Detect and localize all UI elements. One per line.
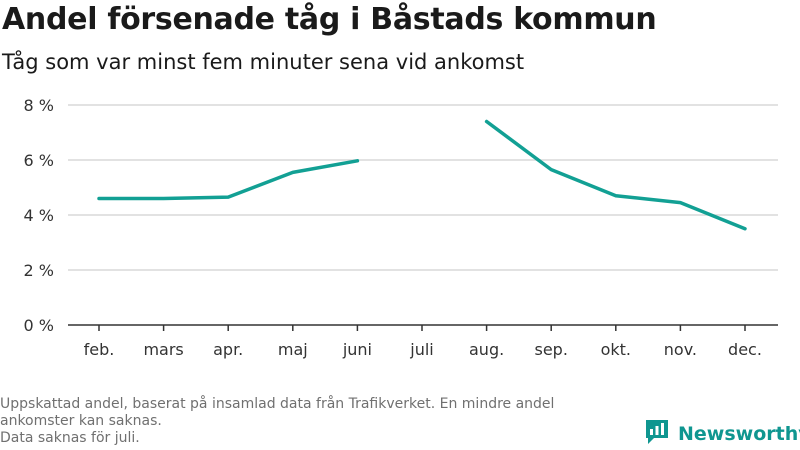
footnote-line: Data saknas för juli. bbox=[0, 430, 140, 446]
footnote-line: ankomster kan saknas. bbox=[0, 413, 162, 429]
series-lines bbox=[97, 119, 747, 231]
x-tick-label: mars bbox=[143, 340, 183, 359]
x-tick-label: feb. bbox=[84, 340, 115, 359]
y-tick-labels: 0 % 2 % 4 % 6 % 8 % bbox=[24, 96, 54, 335]
x-tick-label: juli bbox=[409, 340, 433, 359]
x-tick-label: okt. bbox=[601, 340, 631, 359]
series-line-segment bbox=[484, 119, 747, 231]
x-tick-labels: feb. mars apr. maj juni juli aug. sep. okt. nov. d… bbox=[84, 340, 762, 359]
x-tick-label: aug. bbox=[469, 340, 504, 359]
chart-subtitle: Tåg som var minst fem minuter sena vid a… bbox=[2, 50, 525, 74]
line-chart: 0 % 2 % 4 % 6 % 8 % feb. mars apr. maj juni juli a… bbox=[24, 96, 778, 359]
x-axis bbox=[68, 324, 778, 331]
y-tick-label: 0 % bbox=[24, 316, 54, 335]
newsworthy-logo-icon bbox=[644, 418, 670, 450]
brand-logo: Newsworthy bbox=[644, 420, 800, 448]
footnote: Uppskattad andel, baserat på insamlad da… bbox=[0, 396, 640, 447]
x-tick-label: juni bbox=[342, 340, 372, 359]
y-tick-label: 2 % bbox=[24, 261, 54, 280]
x-tick-label: nov. bbox=[664, 340, 697, 359]
footnote-line: Uppskattad andel, baserat på insamlad da… bbox=[0, 396, 555, 412]
y-tick-label: 4 % bbox=[24, 206, 54, 225]
brand-name: Newsworthy bbox=[678, 423, 800, 445]
x-tick-label: apr. bbox=[213, 340, 243, 359]
x-tick-label: dec. bbox=[728, 340, 762, 359]
y-gridlines bbox=[68, 104, 778, 271]
x-tick-label: maj bbox=[278, 340, 308, 359]
y-tick-label: 8 % bbox=[24, 96, 54, 115]
series-line-segment bbox=[97, 159, 360, 201]
x-tick-label: sep. bbox=[534, 340, 567, 359]
chart-title: Andel försenade tåg i Båstads kommun bbox=[2, 2, 657, 37]
y-tick-label: 6 % bbox=[24, 151, 54, 170]
